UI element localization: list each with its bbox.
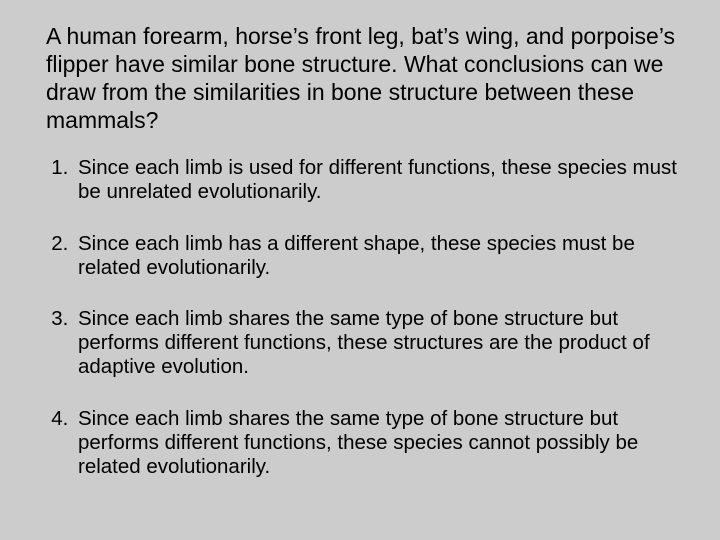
answer-item: Since each limb shares the same type of …	[74, 407, 678, 480]
question-text: A human forearm, horse’s front leg, bat’…	[46, 22, 688, 134]
answer-item: Since each limb is used for different fu…	[74, 156, 678, 204]
answer-list: Since each limb is used for different fu…	[32, 156, 688, 479]
answer-item: Since each limb has a different shape, t…	[74, 232, 678, 280]
slide: A human forearm, horse’s front leg, bat’…	[0, 0, 720, 540]
answer-item: Since each limb shares the same type of …	[74, 307, 678, 380]
